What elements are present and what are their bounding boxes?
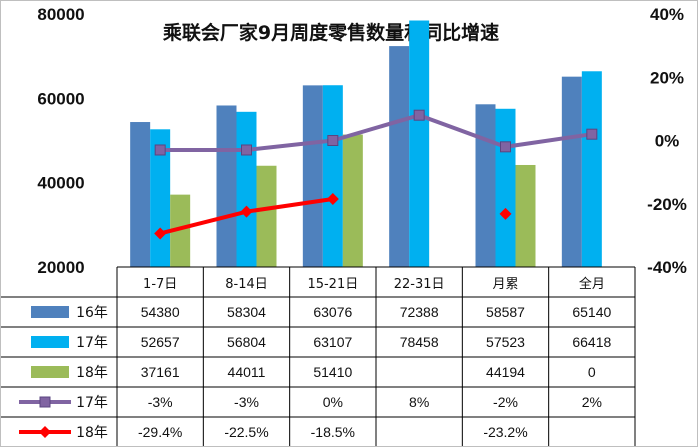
y-left-tick-label: 80000 <box>37 5 84 24</box>
y-left-tick-label: 60000 <box>37 89 84 108</box>
bar <box>495 108 516 267</box>
bar <box>515 164 536 267</box>
line-point <box>241 144 252 156</box>
data-label: 56804 <box>227 334 266 350</box>
bar <box>322 85 343 267</box>
category-label: 1-7日 <box>143 277 177 292</box>
category-label: 全月 <box>579 276 605 292</box>
data-label: 58304 <box>227 304 266 320</box>
bar <box>581 71 602 267</box>
y-right-tick-label: 20% <box>650 68 684 87</box>
legend-key <box>31 306 69 318</box>
y-left-tick-label: 20000 <box>37 258 84 277</box>
line-point <box>326 193 339 206</box>
y-right-tick-label: 0% <box>655 132 680 151</box>
data-label: 44011 <box>228 364 266 380</box>
data-label: -29.4% <box>138 424 182 440</box>
data-label: 63076 <box>313 304 352 320</box>
legend-label: 17年 <box>76 395 108 411</box>
bar <box>170 194 191 267</box>
bar <box>236 111 257 267</box>
data-label: -18.5% <box>311 424 355 440</box>
data-label: 0% <box>323 394 343 410</box>
line-point <box>240 205 253 218</box>
data-label: 2% <box>582 394 602 410</box>
legend-key-marker <box>39 426 51 438</box>
data-label: -3% <box>148 394 173 410</box>
data-label: 51410 <box>313 364 352 380</box>
data-label: 66418 <box>572 334 611 350</box>
legend-label: 17年 <box>76 335 108 351</box>
data-label: 52657 <box>141 334 180 350</box>
line-point <box>154 227 167 240</box>
data-label: -3% <box>234 394 259 410</box>
data-label: 72388 <box>400 304 439 320</box>
category-label: 8-14日 <box>225 277 268 292</box>
series-line <box>160 113 593 152</box>
line-point <box>500 141 511 153</box>
legend-key <box>31 366 69 378</box>
data-label: 0 <box>588 364 596 380</box>
legend-key-marker <box>39 396 51 408</box>
legend-key <box>31 336 69 348</box>
bar <box>409 20 430 267</box>
bar <box>302 85 323 267</box>
y-right-tick-label: -40% <box>647 258 687 277</box>
line-point <box>154 144 166 156</box>
data-label: 57523 <box>486 334 525 350</box>
bar <box>216 105 237 267</box>
line-point <box>586 128 598 140</box>
legend-label: 18年 <box>76 365 108 381</box>
legend-label: 18年 <box>76 425 108 441</box>
bar <box>342 134 363 267</box>
legend-label: 16年 <box>76 305 108 321</box>
data-label: -23.2% <box>483 424 527 440</box>
bar <box>389 46 410 268</box>
line-point <box>413 109 425 121</box>
data-label: 58587 <box>486 304 525 320</box>
bar <box>475 104 496 268</box>
y-left-tick-label: 40000 <box>37 174 84 193</box>
data-label: 63107 <box>313 334 352 350</box>
bar <box>561 76 582 267</box>
category-label: 22-31日 <box>394 277 445 292</box>
data-label: 37161 <box>141 364 180 380</box>
data-label: 8% <box>409 394 429 410</box>
bar <box>256 165 277 267</box>
y-right-tick-label: 40% <box>650 5 684 24</box>
line-point <box>499 207 512 220</box>
bar <box>130 122 151 267</box>
data-label: 44194 <box>486 364 525 380</box>
chart-title: 乘联会厂家9月周度零售数量和同比增速 <box>162 21 499 44</box>
data-label: -2% <box>493 394 518 410</box>
data-label: 54380 <box>141 304 180 320</box>
category-label: 月累 <box>492 277 518 292</box>
y-right-tick-label: -20% <box>647 195 687 214</box>
data-label: 78458 <box>400 334 439 350</box>
line-point <box>327 135 339 146</box>
data-label: -22.5% <box>224 424 268 440</box>
category-label: 15-21日 <box>307 277 358 292</box>
data-label: 65140 <box>572 304 611 320</box>
